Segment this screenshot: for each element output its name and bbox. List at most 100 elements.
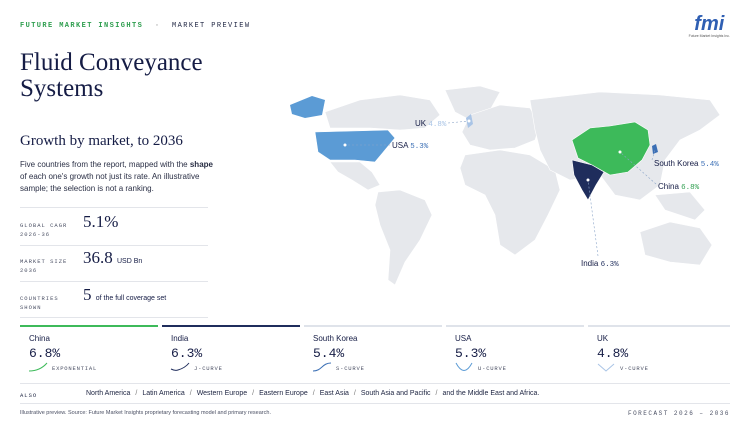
card-name: India [171,334,189,343]
leaders [345,120,657,257]
divider [20,245,208,246]
card-value: 6.3% [171,346,203,361]
shape-icon [170,362,190,371]
map-label: UK 4.8% [415,119,447,129]
map-country: USA [392,141,409,150]
europe [461,104,541,151]
dot [618,150,622,154]
map-label: China 6.8% [658,182,700,192]
dot [343,143,347,147]
also-region: Latin America [142,390,185,397]
stat-value: 5.1% [83,212,119,231]
also-separator: / [135,390,138,397]
also-separator: / [252,390,255,397]
logo-mark: fmi [694,13,725,35]
stat-label-line: 2026-36 [20,231,51,238]
stat-label-line: MARKET SIZE [20,258,68,265]
card: China 6.8% EXPONENTIAL [20,325,158,377]
leader [447,120,470,124]
divider [20,403,730,404]
dot [586,178,590,182]
leader [619,151,657,185]
shape-icon [455,362,473,371]
dots [343,119,622,182]
map-country: India [581,259,599,268]
header: FUTURE MARKET INSIGHTS · MARKET PREVIEW [20,22,250,30]
stat-label: COUNTRIES SHOWN [20,294,59,312]
card: UK 4.8% V-CURVE [588,325,730,377]
title: Fluid Conveyance Systems [20,49,203,102]
also-separator: / [353,390,356,397]
divider [20,207,208,208]
description: Five countries from the report, mapped w… [20,159,215,195]
divider [20,317,208,318]
world-map: UK 4.8% USA 5.3% South Korea 5.4% China … [290,85,721,286]
also-region: North America [86,390,131,397]
stat-number: 5 [83,285,92,304]
separator: · [154,22,161,30]
divider [20,383,730,384]
south-korea [652,144,658,154]
map-label: USA 5.3% [392,141,429,151]
card: USA 5.3% U-CURVE [446,325,584,377]
footer-note: Illustrative preview. Source: Future Mar… [20,410,271,416]
also-separator: / [189,390,192,397]
card-shape: EXPONENTIAL [52,365,98,372]
card-value: 5.3% [455,346,487,361]
stat-label-line: SHOWN [20,304,42,311]
brand: FUTURE MARKET INSIGHTS [20,22,144,30]
stat-label: MARKET SIZE 2036 [20,257,67,275]
logo: fmi Future Market Insights Inc. [689,14,730,38]
leader [587,179,599,257]
card-value: 4.8% [597,346,629,361]
stat-label-line: 2036 [20,267,38,274]
card-shape: J-CURVE [194,365,223,372]
subtitle: Growth by market, to 2036 [20,133,183,149]
usa-alaska [290,96,325,118]
stat-label-line: COUNTRIES [20,295,59,302]
mexico [329,161,381,191]
also-separator: / [435,390,438,397]
description-text: of each one's growth not just its rate. … [20,172,200,193]
also-region: South Asia and Pacific [360,390,431,397]
shape-icon [597,363,615,372]
card-name: China [29,334,50,343]
card-name: USA [455,334,472,343]
logo-caption: Future Market Insights Inc. [688,34,730,38]
map-value: 6.3% [601,261,620,269]
card-shape: S-CURVE [336,365,365,372]
map-label: South Korea 5.4% [654,159,719,169]
also-separator: / [312,390,315,397]
card-shape: V-CURVE [620,365,649,372]
map-label: India 6.3% [581,259,619,269]
map-value: 5.3% [410,143,429,151]
also-list: North America / Latin America / Western Euro… [86,390,539,397]
map-country: UK [415,119,427,128]
card: South Korea 5.4% S-CURVE [304,325,442,377]
shape-icon [312,362,332,372]
map-value: 4.8% [428,121,447,129]
card: India 6.3% J-CURVE [162,325,300,377]
stat-value: 5 of the full coverage set [83,285,166,305]
map-value: 6.8% [681,184,700,192]
also-label: ALSO [20,392,38,399]
map-value: 5.4% [701,161,720,169]
card-name: South Korea [313,334,358,343]
usa [314,129,396,163]
description-text: Five countries from the report, mapped w… [20,160,190,169]
also-region: East Asia [319,390,349,397]
map-country: South Korea [654,159,699,168]
stat-label-line: GLOBAL CAGR [20,222,68,229]
islands [654,191,706,221]
map-country: China [658,182,679,191]
stat-unit: USD Bn [117,258,143,265]
stat-value: 36.8 USD Bn [83,248,142,268]
also-region: and the Middle East and Africa. [442,390,540,397]
shape-icon [28,362,48,372]
footer-forecast: FORECAST 2026 – 2036 [627,410,730,417]
also-region: Western Europe [196,390,248,397]
dot [467,119,471,123]
canada [324,94,441,131]
card-shape: U-CURVE [478,365,507,372]
